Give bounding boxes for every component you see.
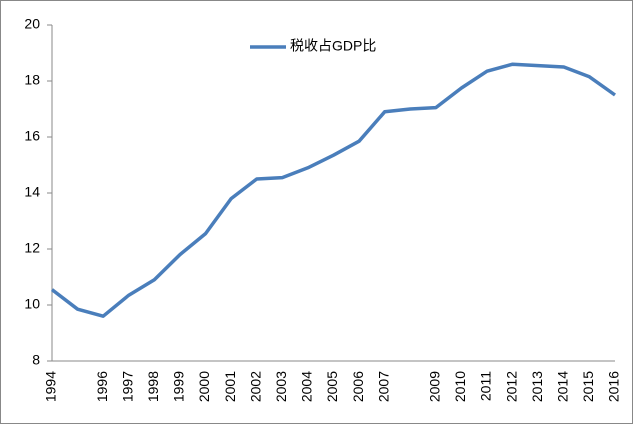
x-tick-label: 1994 (43, 371, 59, 402)
y-tick-label: 18 (24, 72, 40, 88)
y-tick-label: 10 (24, 296, 40, 312)
x-tick-label: 1996 (94, 371, 110, 402)
x-tick-label: 2004 (299, 371, 315, 402)
x-tick-label: 2001 (222, 371, 238, 402)
x-tick-label: 2010 (452, 371, 468, 402)
x-tick-label: 2012 (503, 371, 519, 402)
x-tick-label: 2005 (324, 371, 340, 402)
y-tick-label: 12 (24, 240, 40, 256)
x-tick-label: 1998 (145, 371, 161, 402)
x-tick-label: 2003 (273, 371, 289, 402)
y-tick-label: 16 (24, 128, 40, 144)
x-tick-label: 2000 (196, 371, 212, 402)
x-tick-label: 2002 (247, 371, 263, 402)
x-tick-label: 2016 (606, 371, 622, 402)
x-tick-label: 1999 (171, 371, 187, 402)
y-tick-label: 20 (24, 16, 40, 32)
x-tick-label: 2011 (478, 371, 494, 401)
x-tick-label: 2014 (555, 371, 571, 402)
x-tick-label: 2007 (375, 371, 391, 402)
x-tick-label: 2009 (427, 371, 443, 402)
legend-label: 税收占GDP比 (290, 38, 376, 54)
x-tick-label: 2013 (529, 371, 545, 402)
y-tick-label: 8 (32, 352, 40, 368)
x-tick-label: 1997 (119, 371, 135, 402)
line-series (50, 62, 617, 318)
x-tick-label: 2006 (350, 371, 366, 402)
x-tick-label: 2015 (580, 371, 596, 402)
y-tick-label: 14 (24, 184, 40, 200)
